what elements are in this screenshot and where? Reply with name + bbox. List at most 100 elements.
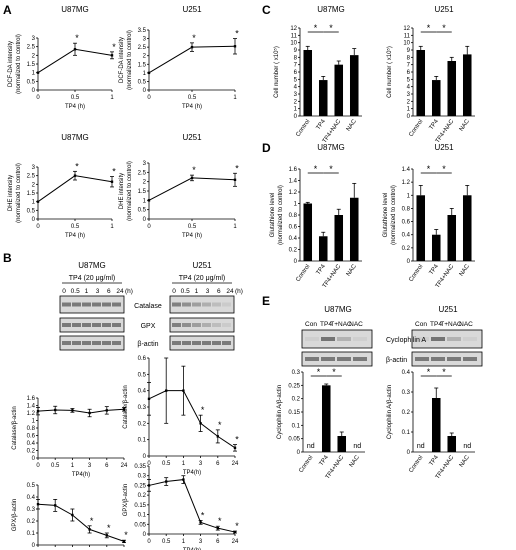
- data-point: [199, 521, 202, 524]
- blot-band: [463, 337, 477, 341]
- y-tick-label: 0.4: [27, 495, 36, 501]
- blot-strip: [411, 329, 483, 349]
- y-tick-label: 2: [32, 182, 36, 188]
- chart-a-u251-dhe: U251 0 0.5 1 1.5 2 2.5 3 0 0.5 1 TP4 (h) DHE intensi…: [119, 133, 239, 239]
- blot-band: [353, 357, 367, 361]
- significance-star: *: [75, 33, 79, 43]
- y-axis-label: Cell number ( x10⁵): [273, 46, 280, 98]
- chart-d-u87mg-glutathione: U87MG 0 0.2 0.4 0.6 0.8 1 1.2 1.4 1.6 Glutathione …: [270, 143, 362, 289]
- x-tick-label: 1: [182, 461, 186, 467]
- significance-star: *: [332, 367, 336, 377]
- significance-star: *: [235, 521, 239, 531]
- data-point: [147, 484, 151, 487]
- y-tick-label: 0.8: [289, 213, 298, 219]
- panel-label-e: E: [262, 294, 270, 308]
- y-tick-label: 3: [407, 92, 411, 98]
- y-tick-label: 7: [407, 63, 411, 69]
- lane-label: Con: [305, 321, 317, 328]
- chart-a-u87mg-dcfda: U87MG 0 0.5 1 1.5 2 2.5 3 0 0.5 1 TP4 (h) DCF-DA int…: [8, 5, 116, 110]
- lane-label: T+NAC: [330, 321, 352, 328]
- series-line: [148, 479, 236, 533]
- not-detected-label: nd: [463, 443, 471, 450]
- blot-band: [212, 302, 221, 307]
- bar: [416, 195, 426, 261]
- x-tick-label: 0.5: [162, 461, 171, 467]
- x-tick-label: 0.5: [51, 463, 60, 469]
- blot-band: [305, 357, 319, 361]
- y-tick-label: 0: [143, 454, 147, 460]
- blot-band: [62, 302, 71, 307]
- y-tick-label: 0.8: [27, 426, 36, 432]
- y-tick-label: 9: [407, 48, 411, 54]
- x-tick-label: 0.5: [162, 539, 171, 545]
- bar: [321, 385, 331, 452]
- bar: [303, 50, 313, 116]
- y-tick-label: 0.4: [402, 233, 411, 239]
- x-tick-label: 0: [36, 463, 40, 469]
- chart-title: U251: [434, 5, 454, 14]
- blot-band: [222, 302, 231, 307]
- chart-title: U251: [434, 143, 454, 152]
- bar: [447, 215, 457, 261]
- not-detected-label: nd: [307, 443, 315, 450]
- y-tick-label: 0: [297, 450, 301, 456]
- lane-label: 6: [107, 288, 111, 295]
- lane-label: TP4: [430, 321, 442, 328]
- data-point: [165, 480, 168, 483]
- chart-title: U87MG: [61, 5, 89, 14]
- y-tick-label: 0: [32, 456, 36, 462]
- x-axis-label: TP4(h): [72, 472, 90, 478]
- y-tick-label: 6: [294, 70, 298, 76]
- blot-band: [192, 341, 201, 345]
- bar: [462, 54, 472, 116]
- y-tick-label: 0.35: [134, 464, 146, 470]
- y-tick-label: 0.4: [27, 441, 36, 447]
- y-tick-label: 0: [32, 543, 36, 549]
- category-label: NAC: [346, 263, 359, 277]
- bar: [303, 203, 313, 261]
- significance-star: *: [107, 523, 111, 533]
- chart-title: U87MG: [317, 143, 345, 152]
- y-axis-label: (normalized to control): [127, 161, 133, 221]
- x-tick-label: 0.5: [188, 224, 197, 230]
- blot-band: [82, 323, 91, 327]
- y-tick-label: 4: [407, 85, 411, 91]
- y-tick-label: 4: [294, 85, 298, 91]
- y-tick-label: 1: [32, 71, 36, 77]
- significance-star: *: [427, 23, 431, 33]
- chart-a-u87mg-dhe: U87MG 0 0.5 1 1.5 2 2.5 3 0 0.5 1 TP4 (h) DHE intens…: [8, 133, 116, 239]
- category-label: TP4: [316, 263, 328, 276]
- y-tick-label: 3: [32, 165, 36, 171]
- blot-band: [182, 341, 191, 345]
- x-tick-label: 24: [121, 463, 128, 469]
- category-label: TP4: [316, 118, 328, 131]
- y-tick-label: 0.5: [27, 79, 36, 85]
- blot-band: [447, 357, 461, 361]
- chart-a-u251-dcfda: U251 0 0.5 1 1.5 2 2.5 3 3.5 0 0.5 1 TP4 (h) DCF-DA i…: [119, 5, 239, 110]
- blot-band: [212, 341, 221, 345]
- blot-band: [222, 323, 231, 327]
- y-tick-label: 1: [294, 107, 298, 113]
- chart-b-u87mg-catalase: 00.20.40.60.811.21.41.60 0.5 1 3 6 24TP4(h)Ca…: [12, 396, 128, 478]
- category-label: NAC: [459, 263, 472, 277]
- blot-band: [337, 337, 351, 341]
- x-tick-label: 0: [36, 224, 40, 230]
- y-tick-label: 0.2: [292, 397, 301, 403]
- category-label: Control: [408, 455, 424, 474]
- y-tick-label: 0.2: [138, 493, 147, 499]
- y-tick-label: 0: [143, 88, 147, 94]
- blot-band: [182, 323, 191, 327]
- data-point: [36, 409, 40, 413]
- significance-star: *: [218, 420, 222, 430]
- blot-band: [192, 302, 201, 307]
- blot-band: [72, 341, 81, 345]
- y-tick-label: 3.5: [138, 28, 147, 34]
- panel-label-c: C: [262, 3, 271, 17]
- significance-star: *: [442, 23, 446, 33]
- y-tick-label: 0.3: [138, 405, 147, 411]
- blot-band: [353, 337, 367, 341]
- y-tick-label: 0.1: [138, 513, 147, 519]
- y-tick-label: 0.4: [289, 236, 298, 242]
